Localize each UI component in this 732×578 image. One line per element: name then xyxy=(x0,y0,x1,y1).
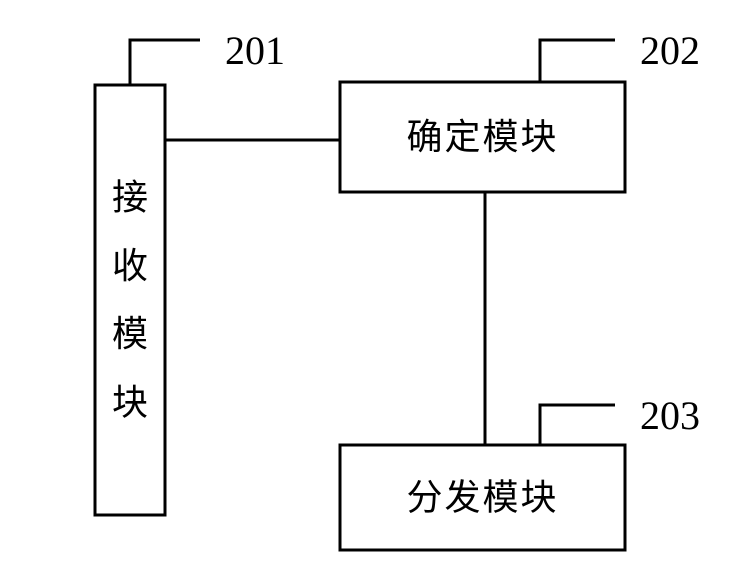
box-receive-number: 201 xyxy=(225,28,285,73)
box-determine-label: 确定模块 xyxy=(406,117,558,157)
box-determine-number: 202 xyxy=(640,28,700,73)
callout-line-determine xyxy=(540,40,615,82)
box-dispatch: 分发模块 xyxy=(340,445,625,550)
box-determine: 确定模块 xyxy=(340,82,625,192)
box-receive-label: 模 xyxy=(112,314,148,354)
box-receive-label: 收 xyxy=(112,246,148,286)
callout-line-receive xyxy=(130,40,200,85)
box-receive: 接收模块 xyxy=(95,85,165,515)
box-receive-label: 块 xyxy=(112,383,148,423)
callout-line-dispatch xyxy=(540,405,615,445)
box-dispatch-label: 分发模块 xyxy=(406,478,558,518)
box-receive-label: 接 xyxy=(112,177,148,217)
box-dispatch-number: 203 xyxy=(640,393,700,438)
